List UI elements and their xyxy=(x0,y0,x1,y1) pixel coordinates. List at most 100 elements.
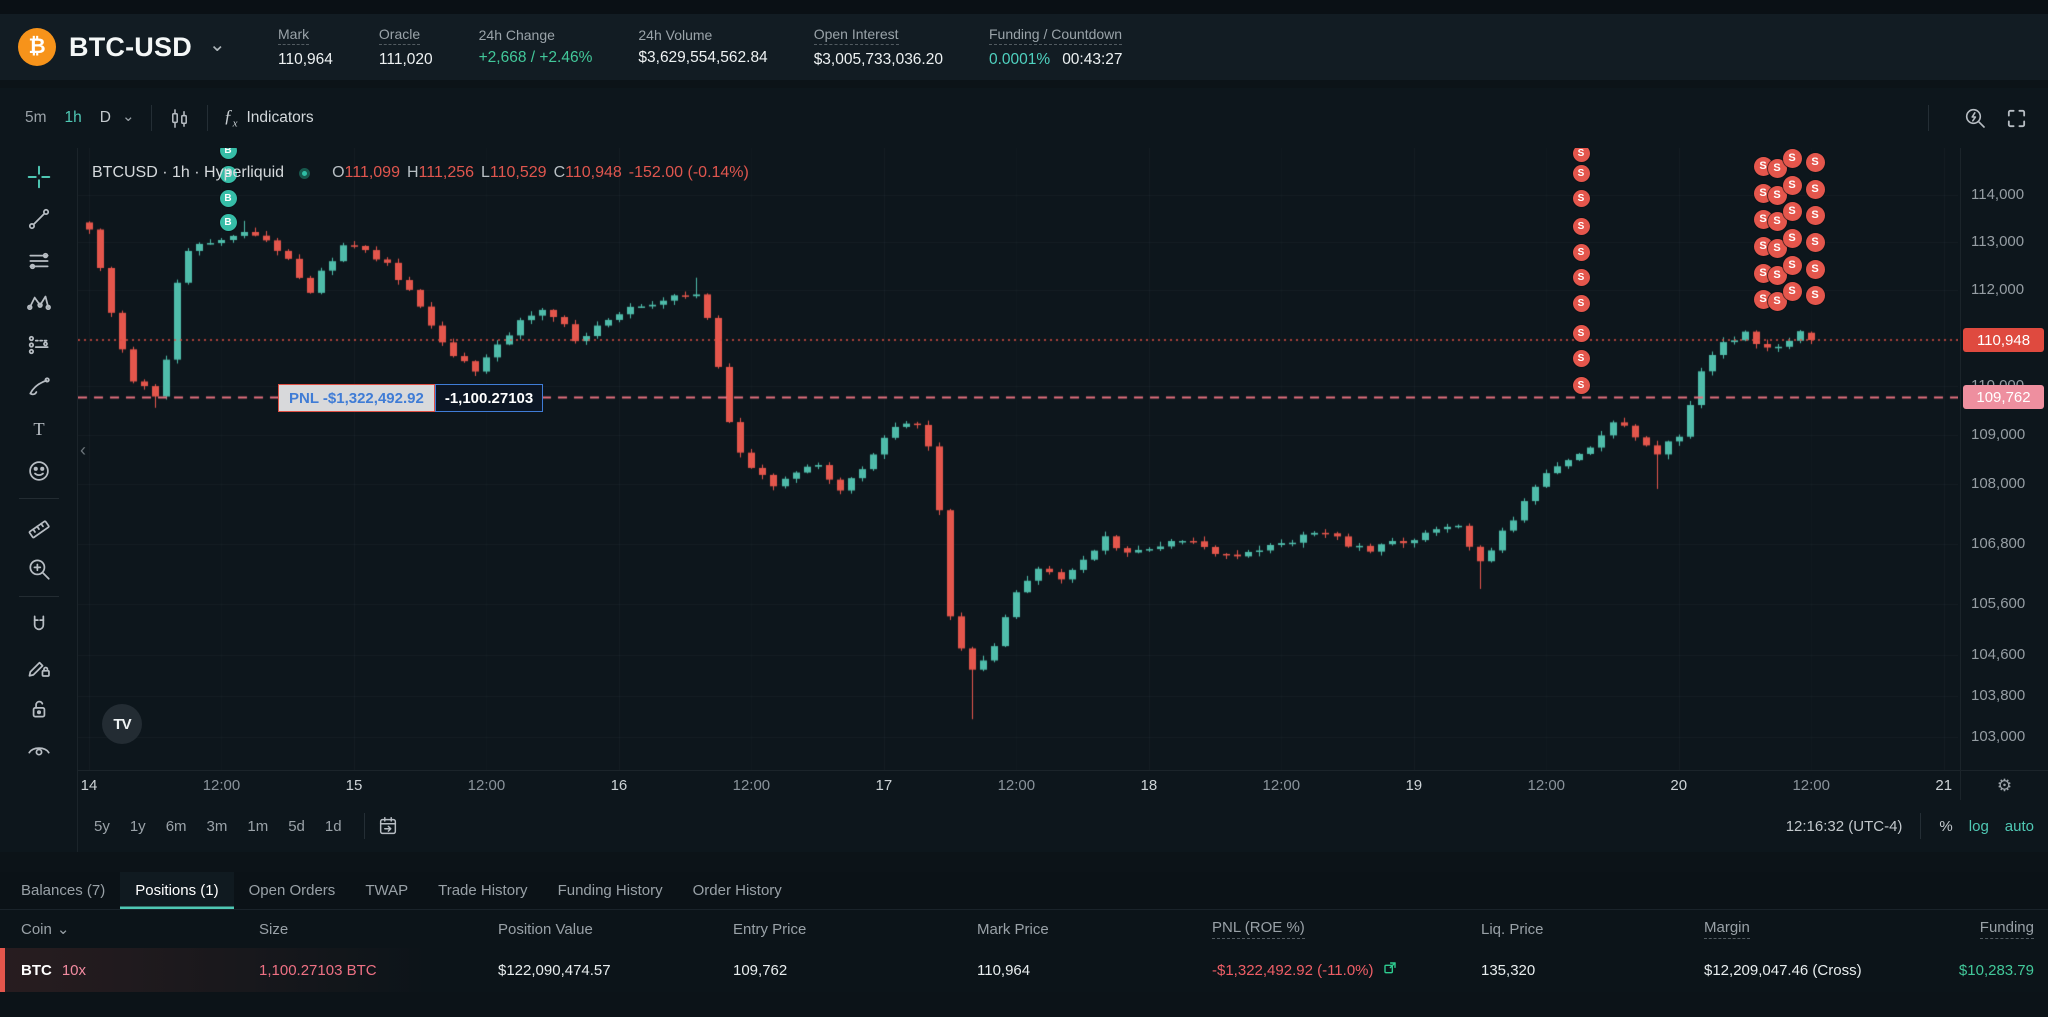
tab-order-history[interactable]: Order History xyxy=(692,882,782,899)
bottombar-divider xyxy=(363,813,365,839)
position-row[interactable]: BTC 10x 1,100.27103 BTC $122,090,474.57 109,… xyxy=(0,948,2048,992)
fib-retracement-icon[interactable] xyxy=(16,240,62,281)
sell-marker[interactable]: S xyxy=(1572,349,1590,367)
range-6m-button[interactable]: 6m xyxy=(165,817,187,835)
interval-chevron-down-icon[interactable]: ⌄ xyxy=(122,108,135,125)
ruler-icon[interactable] xyxy=(16,506,62,547)
sell-marker[interactable]: S xyxy=(1767,265,1787,285)
tab-twap[interactable]: TWAP xyxy=(365,882,409,899)
sell-marker[interactable]: S xyxy=(1767,211,1787,231)
auto-scale-button[interactable]: auto xyxy=(2004,817,2034,835)
sell-marker[interactable]: S xyxy=(1805,152,1825,172)
symbol-selector[interactable]: ₿ BTC-USD ⌄ xyxy=(18,14,226,80)
eye-icon[interactable] xyxy=(16,730,62,771)
stat-label[interactable]: Oracle xyxy=(378,26,421,45)
stat-label[interactable]: Mark xyxy=(278,26,310,45)
sell-marker[interactable]: S xyxy=(1572,189,1590,207)
magnet-icon[interactable] xyxy=(16,604,62,645)
sell-marker[interactable]: S xyxy=(1572,376,1590,394)
interval-1h-button[interactable]: 1h xyxy=(64,109,82,126)
range-1m-button[interactable]: 1m xyxy=(247,817,269,835)
tab-trade-history[interactable]: Trade History xyxy=(438,882,528,899)
sell-marker[interactable]: S xyxy=(1767,291,1787,311)
funding-cell: $10,283.79 xyxy=(1951,962,2048,979)
ohlc-key: C xyxy=(553,164,566,181)
stat-label[interactable]: Funding / Countdown xyxy=(988,26,1123,45)
chart-legend: BTCUSD · 1h · Hyperliquid O111,099 H111,2… xyxy=(92,164,749,182)
quick-search-icon[interactable] xyxy=(1963,106,1987,130)
range-1d-button[interactable]: 1d xyxy=(324,817,342,835)
sell-marker[interactable]: S xyxy=(1572,324,1590,342)
forecast-icon[interactable] xyxy=(16,324,62,365)
sell-marker[interactable]: S xyxy=(1782,255,1802,275)
sell-marker[interactable]: S xyxy=(1782,175,1802,195)
fullscreen-icon[interactable] xyxy=(2005,107,2028,130)
tab-balances-7[interactable]: Balances (7) xyxy=(21,882,106,899)
buy-marker[interactable]: B xyxy=(219,148,237,159)
sell-marker[interactable]: S xyxy=(1782,228,1802,248)
sell-marker[interactable]: S xyxy=(1805,285,1825,305)
go-to-date-icon[interactable] xyxy=(377,815,399,837)
range-3m-button[interactable]: 3m xyxy=(206,817,228,835)
log-scale-button[interactable]: log xyxy=(1968,817,1989,835)
sell-marker[interactable]: S xyxy=(1805,205,1825,225)
gear-icon[interactable]: ⚙ xyxy=(1996,775,2013,795)
range-5d-button[interactable]: 5d xyxy=(288,817,305,835)
positions-table: Coin ⌄ Size Position Value Entry Price Mark P… xyxy=(0,910,2048,992)
tab-positions-1[interactable]: Positions (1) xyxy=(120,872,234,909)
buy-marker[interactable]: B xyxy=(219,189,237,207)
text-icon[interactable]: T xyxy=(16,408,62,449)
sell-marker[interactable]: S xyxy=(1572,243,1590,261)
stat-label[interactable]: Open Interest xyxy=(813,26,899,45)
sell-marker[interactable]: S xyxy=(1572,164,1590,182)
range-1y-button[interactable]: 1y xyxy=(129,817,146,835)
buy-marker[interactable]: B xyxy=(219,165,237,183)
chart-clock[interactable]: 12:16:32 (UTC-4) xyxy=(1785,817,1903,835)
time-tick: 12:00 xyxy=(202,777,241,794)
sell-marker[interactable]: S xyxy=(1782,148,1802,168)
sell-marker[interactable]: S xyxy=(1572,148,1590,162)
price-axis[interactable]: 114,000113,000112,000110,000109,000108,0… xyxy=(1961,148,2048,770)
zoom-in-icon[interactable] xyxy=(16,548,62,589)
column-header-funding[interactable]: Funding xyxy=(1951,919,2048,939)
tab-open-orders[interactable]: Open Orders xyxy=(248,882,336,899)
indicators-button[interactable]: ƒx Indicators xyxy=(224,106,314,130)
column-header-margin[interactable]: Margin xyxy=(1704,919,1951,939)
candlestick-chart[interactable]: BTCUSD · 1h · Hyperliquid O111,099 H111,2… xyxy=(78,148,1960,770)
sell-marker[interactable]: S xyxy=(1572,294,1590,312)
time-axis[interactable]: 14 12:00 15 12:00 16 12:00 17 12:00 18 12:00 19 12:… xyxy=(78,770,1960,800)
sell-marker[interactable]: S xyxy=(1782,201,1802,221)
sell-marker[interactable]: S xyxy=(1767,238,1787,258)
sell-marker[interactable]: S xyxy=(1572,268,1590,286)
candle-style-button[interactable] xyxy=(168,107,191,130)
column-header-pnl-roe[interactable]: PNL (ROE %) xyxy=(1212,919,1481,939)
xabcd-pattern-icon[interactable] xyxy=(16,282,62,323)
coin-filter-chevron-icon[interactable]: ⌄ xyxy=(56,921,70,938)
sell-marker[interactable]: S xyxy=(1767,158,1787,178)
chart-canvas[interactable] xyxy=(78,148,1958,770)
lock-icon[interactable] xyxy=(16,688,62,729)
brush-icon[interactable] xyxy=(16,366,62,407)
percent-scale-button[interactable]: % xyxy=(1939,817,1953,835)
external-link-icon[interactable] xyxy=(1382,960,1398,980)
column-header-coin[interactable]: Coin ⌄ xyxy=(21,920,259,939)
sell-marker[interactable]: S xyxy=(1805,259,1825,279)
interval-d-button[interactable]: D xyxy=(99,109,111,126)
sell-marker[interactable]: S xyxy=(1805,232,1825,252)
interval-5m-button[interactable]: 5m xyxy=(25,109,47,126)
position-pnl-tag[interactable]: PNL -$1,322,492.92 -1,100.27103 xyxy=(278,384,544,412)
sell-marker[interactable]: S xyxy=(1767,185,1787,205)
crosshair-icon[interactable] xyxy=(16,156,62,197)
sell-marker[interactable]: S xyxy=(1782,281,1802,301)
collapse-toolbar-icon[interactable]: ‹ xyxy=(80,440,86,460)
tradingview-logo[interactable]: TV xyxy=(102,704,142,744)
emoji-icon[interactable] xyxy=(16,450,62,491)
draw-lock-icon[interactable] xyxy=(16,646,62,687)
tab-funding-history[interactable]: Funding History xyxy=(557,882,663,899)
symbol-chevron-down-icon[interactable]: ⌄ xyxy=(208,33,226,56)
trend-line-icon[interactable] xyxy=(16,198,62,239)
sell-marker[interactable]: S xyxy=(1572,217,1590,235)
sell-marker[interactable]: S xyxy=(1805,179,1825,199)
range-5y-button[interactable]: 5y xyxy=(94,817,110,835)
buy-marker[interactable]: B xyxy=(219,213,237,231)
